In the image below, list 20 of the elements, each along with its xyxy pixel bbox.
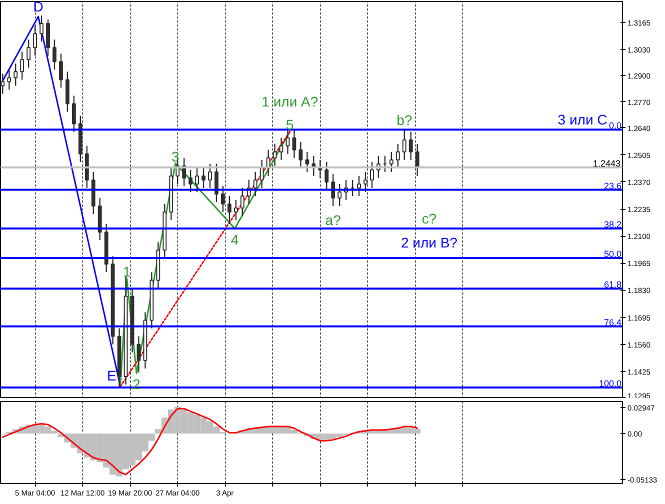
annotation: 1 [122, 263, 131, 280]
annotation: 3 [172, 148, 180, 164]
annotation: 4 [230, 231, 239, 248]
annotation: 0.0 [608, 120, 622, 131]
annotation: 1 или A? [262, 94, 318, 110]
annotation: 5 [286, 116, 294, 133]
annotation: 61.8 [604, 280, 622, 290]
annotation: 23.6 [604, 180, 622, 191]
annotation: 76.4 [604, 317, 622, 328]
annotation: a? [325, 212, 342, 228]
annotation: 2 или B? [400, 234, 458, 250]
annotation: E [107, 367, 116, 384]
annotation: 3 или C [558, 112, 608, 128]
annotation: c? [422, 210, 437, 226]
annotation: 50.0 [604, 248, 622, 259]
annotation: 100.0 [598, 378, 622, 388]
annotation: b? [396, 112, 412, 128]
ref-line-label: 1.2443 [592, 158, 621, 168]
annotation: D [33, 0, 44, 15]
annotation: 38.2 [604, 219, 622, 230]
